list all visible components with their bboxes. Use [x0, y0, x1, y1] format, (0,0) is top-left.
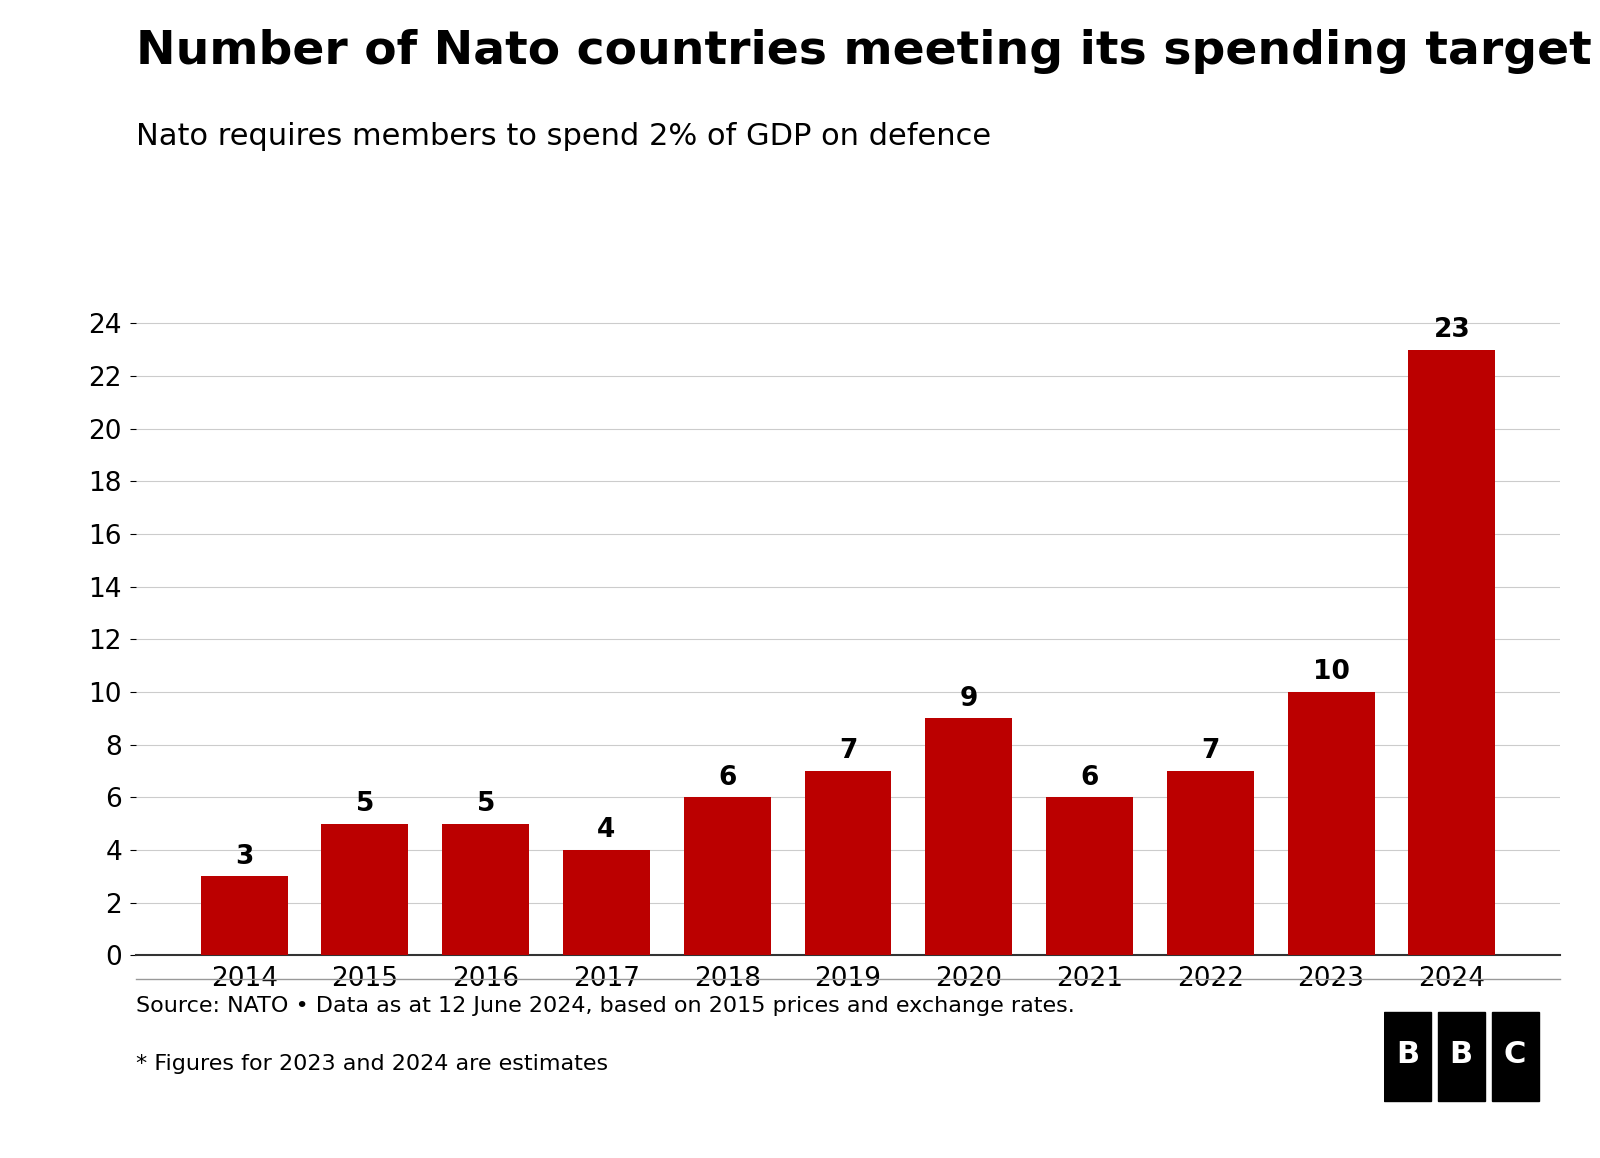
- FancyBboxPatch shape: [1384, 1012, 1430, 1101]
- Text: 4: 4: [597, 818, 616, 843]
- Bar: [200, 877, 288, 955]
- Text: Source: NATO • Data as at 12 June 2024, based on 2015 prices and exchange rates.: Source: NATO • Data as at 12 June 2024, …: [136, 996, 1075, 1016]
- Text: * Figures for 2023 and 2024 are estimates: * Figures for 2023 and 2024 are estimate…: [136, 1054, 608, 1073]
- Bar: [1288, 692, 1374, 955]
- Bar: [322, 823, 408, 955]
- Text: 23: 23: [1434, 317, 1470, 343]
- FancyBboxPatch shape: [1491, 1012, 1539, 1101]
- FancyBboxPatch shape: [1438, 1012, 1485, 1101]
- Text: B: B: [1395, 1040, 1419, 1069]
- Bar: [925, 718, 1013, 955]
- Text: 5: 5: [477, 791, 494, 818]
- Bar: [683, 798, 771, 955]
- Text: 6: 6: [718, 764, 736, 791]
- Bar: [805, 771, 891, 955]
- Text: 7: 7: [1202, 739, 1219, 764]
- Text: C: C: [1504, 1040, 1526, 1069]
- Bar: [1046, 798, 1133, 955]
- Text: 7: 7: [838, 739, 858, 764]
- Bar: [563, 850, 650, 955]
- Text: Number of Nato countries meeting its spending target: Number of Nato countries meeting its spe…: [136, 29, 1592, 74]
- Text: 5: 5: [355, 791, 374, 818]
- Bar: [1166, 771, 1254, 955]
- Text: 3: 3: [235, 844, 253, 870]
- Text: 6: 6: [1080, 764, 1099, 791]
- Text: 9: 9: [960, 686, 978, 712]
- Text: B: B: [1450, 1040, 1474, 1069]
- Bar: [442, 823, 530, 955]
- Text: Nato requires members to spend 2% of GDP on defence: Nato requires members to spend 2% of GDP…: [136, 122, 990, 151]
- Bar: [1408, 350, 1496, 955]
- Text: 10: 10: [1312, 659, 1349, 686]
